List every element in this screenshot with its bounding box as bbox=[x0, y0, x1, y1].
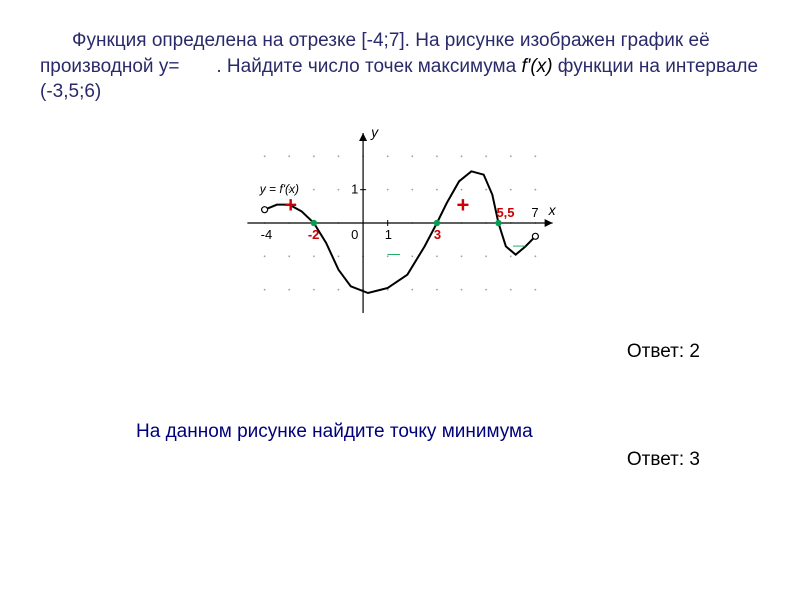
svg-text:_: _ bbox=[387, 232, 401, 257]
svg-text:-2: -2 bbox=[308, 227, 320, 242]
problem-text: Функция определена на отрезке [-4;7]. На… bbox=[40, 28, 760, 105]
svg-text:-4: -4 bbox=[261, 227, 273, 242]
svg-text:1: 1 bbox=[351, 182, 358, 197]
svg-text:0: 0 bbox=[351, 227, 358, 242]
svg-text:x: x bbox=[548, 202, 557, 218]
svg-text:_: _ bbox=[512, 224, 526, 249]
derivative-chart: yx-40171y = f'(x)-235,5+_+_ bbox=[230, 113, 570, 333]
svg-text:7: 7 bbox=[531, 205, 538, 220]
formula-overlay: f'(x) bbox=[521, 56, 552, 77]
svg-text:y: y bbox=[370, 124, 379, 140]
svg-text:3: 3 bbox=[434, 227, 441, 242]
answer-2: Ответ: 3 bbox=[40, 449, 760, 471]
blank-space bbox=[179, 56, 216, 77]
problem-post: . Найдите число точек максимума bbox=[216, 56, 521, 77]
answer-1: Ответ: 2 bbox=[40, 341, 760, 363]
svg-text:+: + bbox=[284, 192, 297, 217]
svg-text:+: + bbox=[457, 192, 470, 217]
svg-text:5,5: 5,5 bbox=[496, 205, 514, 220]
slide: Функция определена на отрезке [-4;7]. На… bbox=[0, 0, 800, 600]
second-question: На данном рисунке найдите точку минимума bbox=[136, 419, 576, 445]
